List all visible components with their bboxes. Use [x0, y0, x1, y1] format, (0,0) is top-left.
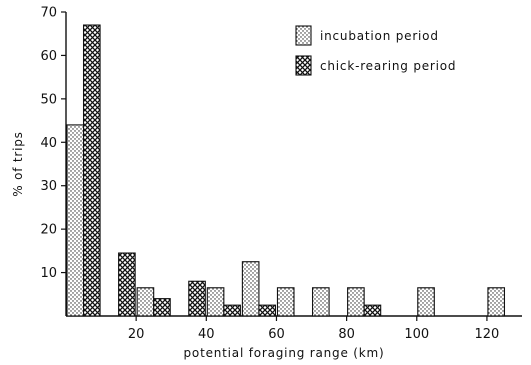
- x-tick-label: 120: [475, 327, 500, 342]
- y-tick-label: 30: [40, 179, 57, 194]
- y-tick-label: 20: [40, 223, 57, 238]
- y-tick-label: 50: [40, 92, 57, 107]
- legend-swatch-crosshatch: [295, 55, 312, 76]
- bar-dotted-125: [487, 287, 506, 317]
- x-tick-label: 40: [198, 327, 215, 342]
- bar-dotted-65: [276, 287, 295, 317]
- legend-label: chick-rearing period: [320, 59, 456, 73]
- bar-crosshatch-5: [82, 24, 101, 317]
- bar-dotted-25: [136, 287, 155, 317]
- bar-dotted-5: [66, 124, 85, 317]
- x-axis: 20 40 60 80 100 120: [66, 315, 522, 342]
- bar-crosshatch-15: [118, 252, 136, 317]
- y-tick-label: 70: [40, 6, 57, 21]
- bar-dotted-55: [241, 261, 260, 317]
- bar-crosshatch-45: [223, 304, 241, 317]
- bar-dotted-105: [417, 287, 435, 317]
- bar-crosshatch-85: [363, 304, 382, 317]
- bar-crosshatch-25: [153, 298, 171, 317]
- y-tick-label: 40: [40, 136, 57, 151]
- bar-crosshatch-35: [188, 280, 206, 317]
- x-tick-label: 80: [338, 327, 355, 342]
- legend: incubation period chick-rearing period: [295, 25, 456, 76]
- bars: [66, 24, 506, 317]
- x-axis-label: potential foraging range (km): [184, 346, 385, 360]
- bar-crosshatch-55: [258, 304, 277, 317]
- legend-label: incubation period: [320, 29, 439, 43]
- bar-dotted-45: [206, 287, 225, 317]
- y-axis-label: % of trips: [11, 131, 25, 196]
- x-tick-label: 20: [128, 327, 145, 342]
- legend-swatch-dotted: [295, 25, 312, 46]
- y-tick-label: 10: [40, 266, 57, 281]
- y-tick-label: 60: [40, 49, 57, 64]
- bar-dotted-85: [347, 287, 365, 317]
- x-tick-label: 60: [268, 327, 285, 342]
- bar-dotted-75: [311, 287, 330, 317]
- x-tick-label: 100: [404, 327, 429, 342]
- y-axis: 10 20 30 40 50 60 70: [40, 6, 67, 316]
